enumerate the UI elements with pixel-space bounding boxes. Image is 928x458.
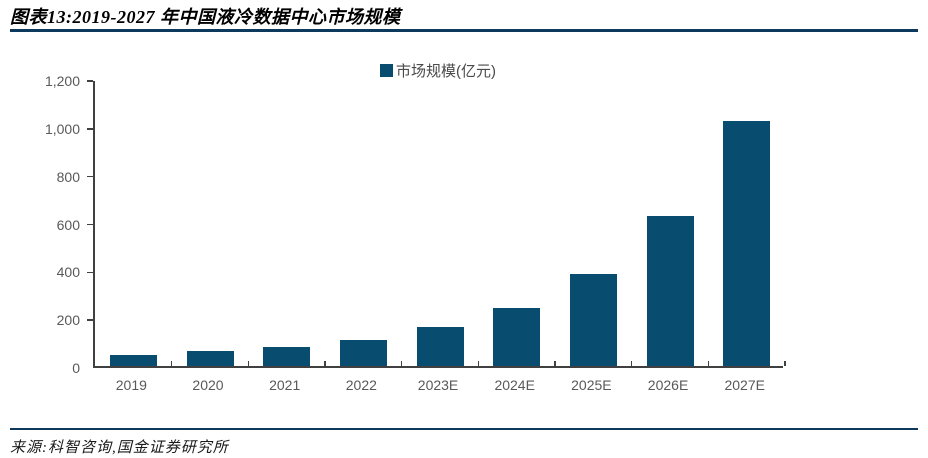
y-axis-tick — [87, 319, 93, 321]
x-axis-tick-label: 2025E — [571, 377, 612, 393]
chart-legend: 市场规模(亿元) — [93, 60, 783, 81]
x-axis-tick — [170, 361, 173, 366]
bar-2024E — [493, 308, 541, 366]
x-axis-tick — [784, 361, 786, 366]
x-axis-tick — [707, 361, 710, 366]
bar-2027E — [723, 120, 771, 366]
legend-swatch-icon — [380, 64, 393, 77]
y-axis-tick-label: 400 — [56, 264, 80, 281]
bar-2026E — [646, 216, 694, 366]
x-axis-tick — [400, 361, 403, 366]
y-axis-tick-label: 1,000 — [44, 120, 80, 137]
y-axis-tick-label: 200 — [56, 312, 80, 329]
bar-2022 — [339, 339, 387, 366]
x-axis-tick-label: 2027E — [724, 377, 765, 393]
x-axis-tick-label: 2023E — [417, 377, 459, 393]
y-axis-tick-label: 0 — [72, 360, 80, 376]
figure-title: 图表13:2019-2027 年中国液冷数据中心市场规模 — [10, 7, 401, 27]
plot-area — [93, 81, 786, 368]
title-divider — [10, 29, 918, 32]
x-axis-tick-label: 2020 — [192, 377, 224, 393]
bar-2025E — [569, 273, 617, 366]
x-axis-tick-label: 2022 — [345, 377, 377, 393]
y-axis-tick — [87, 80, 93, 82]
bar-2023E — [416, 327, 464, 366]
x-axis-tick-label: 2021 — [269, 377, 301, 393]
bar-2020 — [186, 351, 234, 366]
x-axis-tick-label: 2019 — [115, 377, 147, 393]
y-axis-tick-label: 800 — [56, 168, 80, 185]
x-axis-tick-label: 2026E — [647, 377, 689, 393]
source-note: 来源:科智咨询,国金证券研究所 — [10, 440, 229, 456]
footer-divider — [10, 428, 918, 430]
y-axis-tick-label: 600 — [56, 216, 80, 233]
y-axis-tick-label: 1,200 — [44, 73, 80, 89]
x-axis-tick — [324, 361, 326, 366]
legend-label: 市场规模(亿元) — [396, 63, 496, 80]
bar-2021 — [263, 346, 311, 366]
x-axis-tick-label: 2024E — [494, 377, 535, 393]
x-axis-tick — [477, 361, 480, 366]
bar-2019 — [109, 354, 157, 366]
y-axis-tick — [87, 271, 93, 274]
y-axis-tick — [87, 175, 93, 178]
x-axis-labels: 2019 2020 2021 2022 2023E 2024E 2025E 2026E 2027… — [93, 377, 783, 393]
y-axis-tick — [87, 223, 93, 226]
x-axis-tick — [630, 361, 633, 366]
x-axis-tick — [554, 361, 556, 366]
x-axis-tick — [247, 361, 250, 366]
y-axis-tick — [87, 128, 93, 130]
